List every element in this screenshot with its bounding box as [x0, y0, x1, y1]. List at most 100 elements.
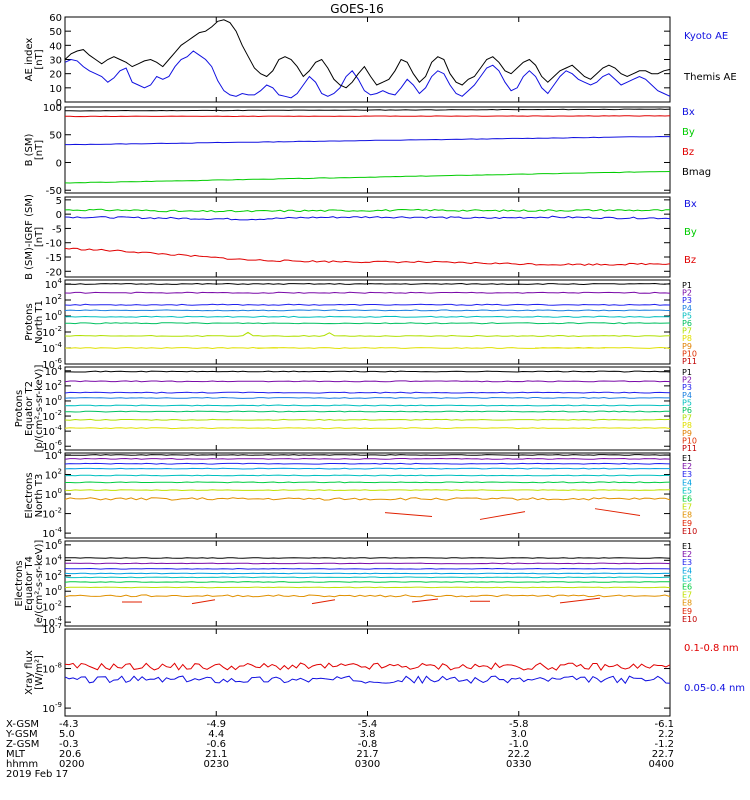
series-e2 [64, 457, 671, 460]
legend-e2: E2 [682, 462, 692, 471]
ephem-value: -0.6 [206, 739, 226, 750]
ytick-label: 10-6 [42, 439, 62, 453]
legend-e6: E6 [682, 583, 692, 592]
series-e8 [64, 497, 671, 501]
series-themis-ae [64, 19, 671, 89]
ytick-label: 10-4 [42, 615, 62, 629]
ephem-row-label: Z-GSM [6, 739, 39, 750]
ytick-label: -10 [46, 239, 62, 250]
ephem-value: 2.2 [658, 729, 674, 740]
ytick-label: 10-7 [42, 622, 62, 636]
legend-e4: E4 [682, 478, 692, 487]
series-bz [64, 247, 671, 266]
ytick-label: 106 [45, 538, 63, 552]
y-axis-label: AE index [24, 38, 35, 82]
ephem-value: 22.2 [508, 749, 530, 760]
legend-e9: E9 [682, 519, 692, 528]
legend-p5: P5 [682, 311, 692, 320]
series-p6 [64, 322, 671, 325]
series-xray-0 [64, 662, 671, 672]
series-by [64, 171, 671, 184]
series-e9-fragment [479, 511, 526, 520]
ytick-label: 10-9 [42, 701, 62, 715]
ephem-value: -6.1 [654, 719, 674, 730]
ytick-label: 102 [45, 293, 62, 307]
ytick-label: -20 [46, 267, 62, 278]
ephem-value: -1.2 [654, 739, 674, 750]
ytick-label: 10-4 [42, 341, 62, 355]
series-bx [65, 135, 670, 146]
y-axis-label: [e/(cm²-s-sr-keV)] [34, 540, 45, 628]
legend-themis-ae: Themis AE [683, 72, 737, 83]
panel-frame-pe [64, 366, 671, 451]
series-e5 [64, 576, 670, 579]
legend-e3: E3 [682, 558, 692, 567]
figure-title: GOES-16 [330, 2, 384, 16]
ytick-label: 104 [45, 277, 63, 291]
ephem-value: -0.8 [358, 739, 378, 750]
series-p4 [64, 309, 671, 312]
ytick-label: -15 [46, 253, 62, 264]
panel-frame-en [64, 452, 671, 539]
y-axis-label: [nT] [34, 227, 45, 247]
ephem-value: -5.8 [509, 719, 529, 730]
y-axis-label: [W/m²] [34, 655, 45, 690]
y-axis-label: [nT] [34, 49, 45, 69]
ephem-value: 0200 [59, 759, 84, 770]
ephem-value: 5.0 [59, 729, 75, 740]
legend-p7: P7 [682, 327, 692, 336]
legend-e5: E5 [682, 486, 692, 495]
legend-p4: P4 [682, 391, 692, 400]
series-e4 [64, 467, 670, 470]
legend-e2: E2 [682, 550, 692, 559]
series-p6 [65, 410, 670, 413]
y-axis-label: [p/(cm²-s-sr-keV)] [34, 365, 45, 453]
legend-p11: P11 [682, 357, 697, 366]
ytick-label: 20 [49, 70, 62, 81]
panel-frame-ae [64, 16, 671, 103]
y-axis-label: North T1 [34, 300, 45, 344]
ytick-label: -50 [46, 186, 62, 197]
legend-p3: P3 [682, 383, 692, 392]
legend-p7: P7 [682, 414, 692, 423]
series-p2 [64, 291, 671, 294]
ephem-value: 20.6 [59, 749, 81, 760]
legend-e10: E10 [682, 527, 697, 536]
ytick-label: 0 [56, 98, 62, 109]
ytick-label: 10-2 [42, 409, 62, 423]
legend-bz: Bz [682, 147, 694, 158]
ephem-value: 0330 [506, 759, 531, 770]
legend-p1: P1 [682, 281, 692, 290]
legend-e8: E8 [682, 599, 692, 608]
legend-bmag: Bmag [682, 167, 711, 178]
ytick-label: -5 [52, 224, 62, 235]
series-p2 [64, 380, 671, 383]
legend-e7: E7 [682, 503, 692, 512]
y-axis-label: [nT] [34, 140, 45, 160]
legend-p6: P6 [682, 406, 692, 415]
ytick-label: 10-2 [42, 507, 62, 521]
legend-p9: P9 [682, 429, 692, 438]
legend-e1: E1 [682, 542, 692, 551]
series-xray-1 [64, 675, 671, 685]
legend-by: By [682, 127, 695, 138]
ephem-value: -4.3 [59, 719, 79, 730]
y-axis-label: Xray flux [24, 650, 35, 695]
ytick-label: 60 [49, 13, 62, 24]
ephem-value: 21.7 [356, 749, 378, 760]
ytick-label: 100 [43, 103, 62, 114]
legend-p10: P10 [682, 436, 697, 445]
ytick-label: 10-8 [42, 662, 62, 676]
series-e9-fragment [559, 597, 601, 604]
legend-bx: Bx [684, 199, 697, 210]
ytick-label: 104 [45, 448, 63, 462]
ephem-value: 0230 [204, 759, 229, 770]
series-e3 [64, 567, 671, 570]
series-kyoto-ae [64, 50, 671, 99]
ephem-value: -1.0 [509, 739, 529, 750]
date-label: 2019 Feb 17 [6, 769, 68, 780]
ephem-value: 3.0 [511, 729, 527, 740]
series-e9-fragment [411, 598, 439, 603]
ytick-label: 102 [45, 379, 62, 393]
legend-by: By [684, 227, 697, 238]
